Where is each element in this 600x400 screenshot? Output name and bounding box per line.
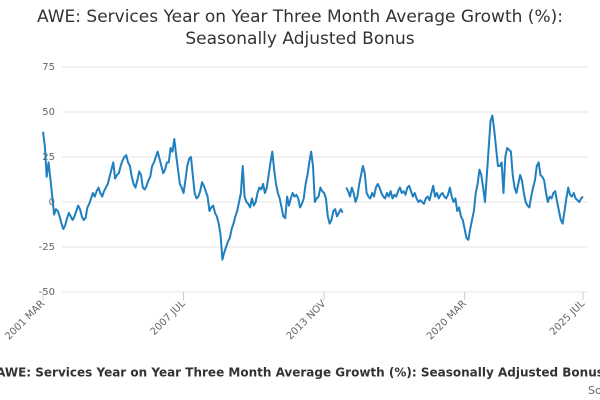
y-tick-label: 75 <box>42 62 55 73</box>
y-tick-label: -25 <box>39 242 55 253</box>
y-tick-label: -50 <box>39 287 55 298</box>
y-tick-label: 0 <box>49 197 55 208</box>
legend-entry: AWE: Services Year on Year Three Month A… <box>0 366 600 380</box>
y-tick-label: 25 <box>42 152 55 163</box>
series-line <box>345 114 584 241</box>
x-tick-label: 2020 MAR <box>425 298 469 342</box>
x-tick-label: 2007 JUL <box>149 298 189 338</box>
x-tick-label: 2013 NOV <box>285 298 329 342</box>
chart-title: AWE: Services Year on Year Three Month A… <box>37 7 563 49</box>
x-tick-label: 2025 JUL <box>548 298 588 338</box>
source: Source: <box>588 384 600 397</box>
x-tick-label: 2001 MAR <box>3 298 47 342</box>
series-line <box>42 131 344 261</box>
y-tick-label: 50 <box>42 107 55 118</box>
